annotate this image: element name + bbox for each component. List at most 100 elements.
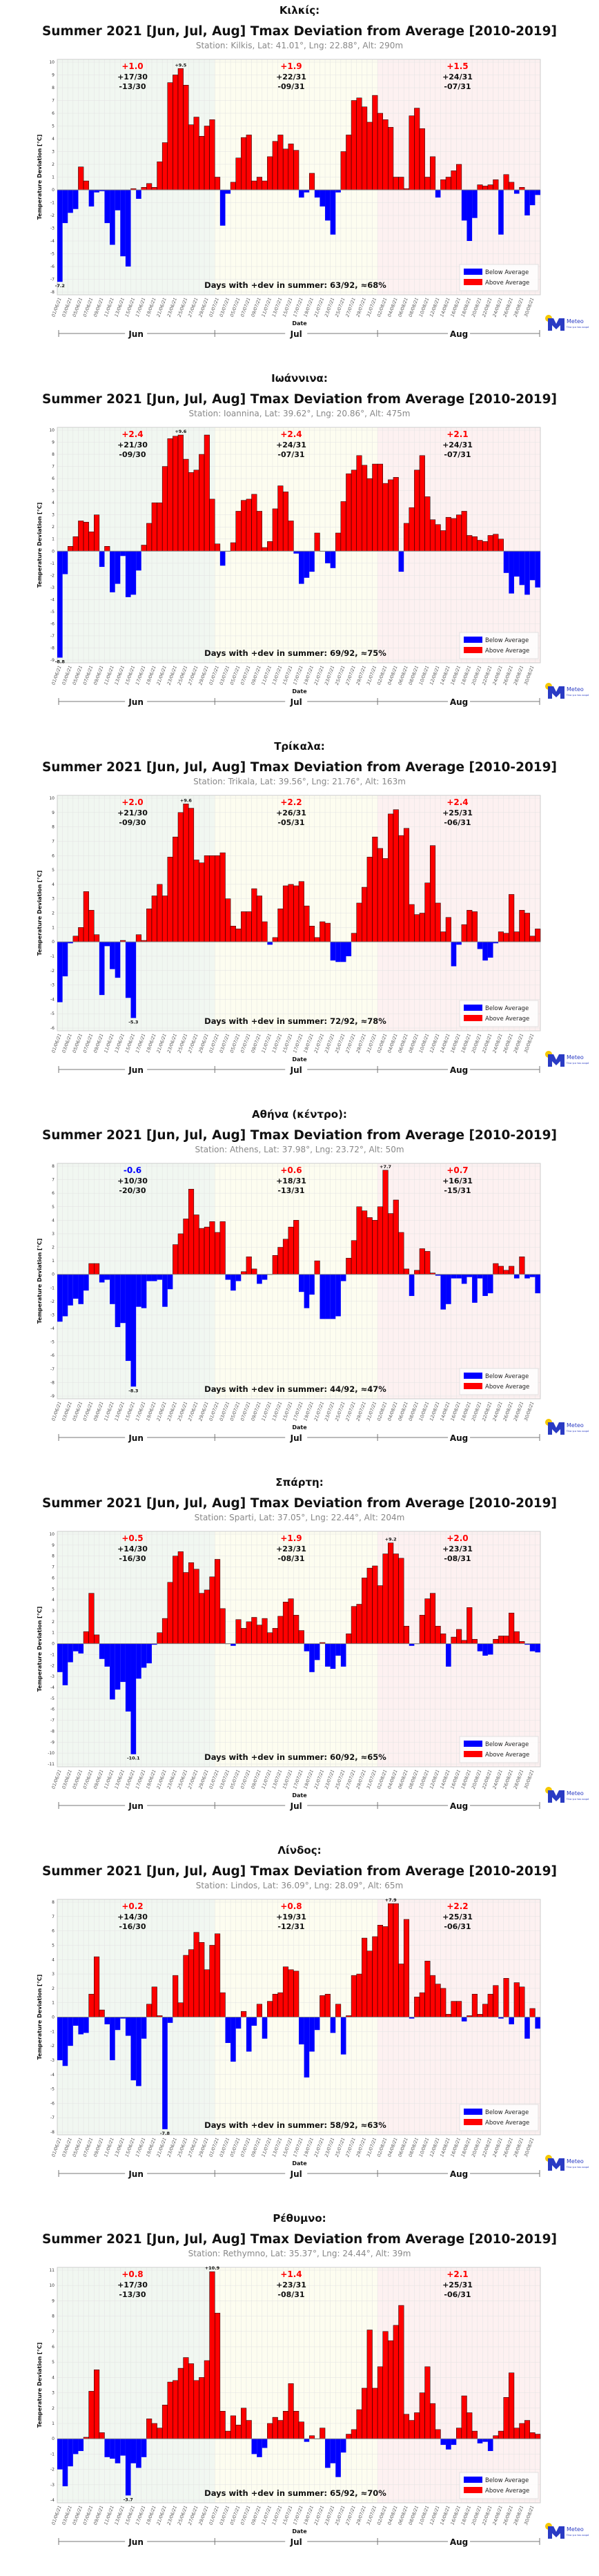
bar-below-average xyxy=(110,190,115,245)
legend-swatch-below xyxy=(464,1005,482,1011)
bar-below-average xyxy=(230,2017,236,2062)
bar-below-average xyxy=(335,1644,341,1656)
bar-below-average xyxy=(257,1275,262,1284)
bar-below-average xyxy=(440,1275,446,1310)
y-tick-label: 1 xyxy=(52,1631,55,1636)
logo-tagline: Όλα για τον καιρό xyxy=(566,694,589,697)
bar-above-average xyxy=(273,2417,278,2439)
bar-above-average xyxy=(425,1251,431,1274)
month-negative-days: -08/31 xyxy=(444,1554,471,1563)
summary-text: Days with +dev in summer: 72/92, ≈78% xyxy=(204,1016,386,1026)
bar-above-average xyxy=(535,929,540,942)
bar-below-average xyxy=(335,1275,341,1317)
month-label: Jun xyxy=(128,697,144,707)
bar-below-average xyxy=(84,1275,89,1291)
max-value-label: +7.7 xyxy=(380,1164,391,1170)
month-band-jul xyxy=(215,2267,377,2503)
y-tick-label: -7 xyxy=(50,634,55,639)
bar-above-average xyxy=(293,1615,299,1643)
month-mean-deviation: +1.9 xyxy=(280,1533,302,1543)
bar-above-average xyxy=(262,1618,268,1643)
bar-below-average xyxy=(498,190,504,235)
bar-above-average xyxy=(377,113,383,190)
bar-above-average xyxy=(388,127,393,190)
bar-below-average xyxy=(320,1275,325,1319)
bar-above-average xyxy=(357,1604,362,1643)
bar-above-average xyxy=(262,548,268,551)
chart-section: Λίνδος:Summer 2021 [Jun, Jul, Aug] Tmax … xyxy=(0,1840,599,2208)
section-title: Λίνδος: xyxy=(277,1844,321,1857)
section-title: Αθήνα (κέντρο): xyxy=(252,1108,347,1121)
y-tick-label: -6 xyxy=(50,621,55,626)
bar-above-average xyxy=(267,1633,273,1644)
bar-above-average xyxy=(351,1975,357,2017)
min-value-label: -7.2 xyxy=(55,283,65,289)
bar-above-average xyxy=(246,1622,252,1644)
bar-above-average xyxy=(199,136,204,190)
bar-above-average xyxy=(283,886,288,942)
bar-above-average xyxy=(199,863,204,942)
logo-tagline: Όλα για τον καιρό xyxy=(566,2534,589,2537)
x-axis-label: Date xyxy=(292,1792,307,1799)
month-positive-days: +21/30 xyxy=(117,440,148,449)
bar-below-average xyxy=(126,190,131,267)
month-negative-days: -06/31 xyxy=(444,1922,471,1931)
month-label: Jul xyxy=(290,1433,302,1443)
bar-below-average xyxy=(267,942,273,945)
bar-above-average xyxy=(530,2432,536,2439)
bar-above-average xyxy=(435,1984,441,2017)
bar-above-average xyxy=(373,1220,378,1274)
bar-above-average xyxy=(451,1637,457,1644)
bar-below-average xyxy=(99,551,105,567)
bar-below-average xyxy=(104,1275,110,1280)
x-axis-label: Date xyxy=(292,2528,307,2535)
y-tick-label: -4 xyxy=(50,1685,55,1690)
bar-above-average xyxy=(373,1566,378,1644)
bar-above-average xyxy=(273,1994,278,2017)
summary-text: Days with +dev in summer: 69/92, ≈75% xyxy=(204,648,386,658)
bar-below-average xyxy=(126,1275,131,1361)
bar-above-average xyxy=(425,177,431,191)
bar-above-average xyxy=(162,896,168,942)
month-label: Aug xyxy=(450,1801,468,1811)
bar-below-average xyxy=(331,551,336,568)
legend-above-label: Above Average xyxy=(485,1016,529,1023)
month-positive-days: +25/31 xyxy=(442,2280,473,2289)
logo-name: Meteo xyxy=(567,1054,584,1061)
bar-below-average xyxy=(482,942,488,960)
y-tick-label: 4 xyxy=(52,2375,55,2380)
section-title: Κιλκίς: xyxy=(279,4,320,17)
bar-above-average xyxy=(325,923,331,942)
bar-above-average xyxy=(514,2428,520,2439)
y-tick-label: 0 xyxy=(52,2015,55,2020)
month-negative-days: -06/31 xyxy=(444,2290,471,2299)
y-tick-label: 9 xyxy=(52,2298,55,2303)
bar-above-average xyxy=(152,187,157,190)
bar-above-average xyxy=(267,2423,273,2439)
bar-above-average xyxy=(273,509,278,551)
month-mean-deviation: +0.7 xyxy=(446,1165,468,1175)
bar-below-average xyxy=(225,190,230,194)
bar-above-average xyxy=(157,884,163,942)
bar-above-average xyxy=(241,137,246,190)
month-positive-days: +24/31 xyxy=(442,440,473,449)
y-tick-label: 3 xyxy=(52,1972,55,1977)
month-label: Aug xyxy=(450,1433,468,1443)
bar-above-average xyxy=(89,1263,95,1275)
month-positive-days: +22/31 xyxy=(276,72,306,81)
month-positive-days: +24/31 xyxy=(442,72,473,81)
y-tick-label: -4 xyxy=(50,997,55,1002)
bar-below-average xyxy=(78,2017,84,2035)
month-negative-days: -07/31 xyxy=(444,82,471,91)
bar-above-average xyxy=(446,177,451,191)
bar-above-average xyxy=(168,2382,173,2439)
bar-above-average xyxy=(94,2370,99,2439)
bar-above-average xyxy=(78,521,84,551)
bar-above-average xyxy=(462,924,467,942)
bar-below-average xyxy=(141,2017,147,2039)
bar-above-average xyxy=(136,935,141,942)
month-positive-days: +23/31 xyxy=(442,1544,473,1553)
chart-section: Ρέθυμνο:Summer 2021 [Jun, Jul, Aug] Tmax… xyxy=(0,2208,599,2576)
bar-below-average xyxy=(136,2017,141,2086)
